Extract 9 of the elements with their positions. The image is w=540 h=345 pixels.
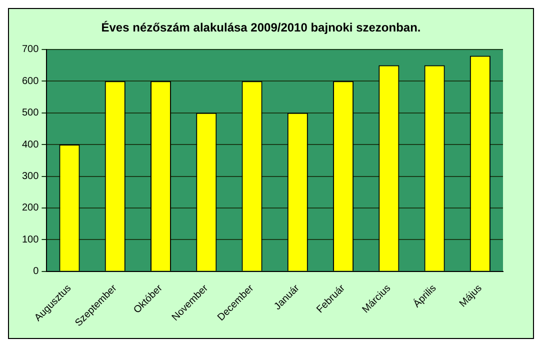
y-tick-label: 700 — [22, 44, 40, 56]
y-tick-label: 500 — [22, 108, 40, 119]
y-tick-label: 200 — [22, 202, 40, 214]
chart-title: Éves nézőszám alakulása 2009/2010 bajnoki szezonban. — [101, 20, 421, 35]
y-tick-label: 300 — [22, 171, 40, 182]
y-tick-label: 600 — [22, 76, 40, 87]
y-tick-label: 0 — [33, 266, 40, 278]
y-tick-label: 100 — [22, 234, 40, 246]
y-tick-label: 400 — [22, 139, 40, 150]
